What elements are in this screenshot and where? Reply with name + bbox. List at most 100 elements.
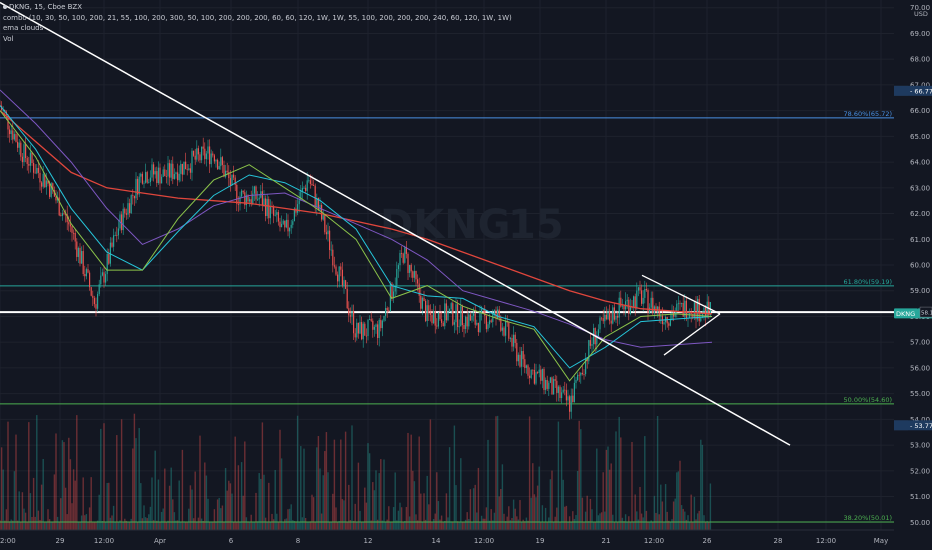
volume-bar	[709, 483, 712, 530]
candle-body	[293, 208, 295, 222]
volume-bar	[208, 521, 211, 530]
volume-bar	[482, 518, 484, 530]
volume-bar	[90, 477, 92, 530]
candle-body	[553, 379, 555, 395]
price-tick-label: 61.00	[910, 236, 930, 244]
candle-body	[124, 208, 126, 214]
volume-bar	[656, 415, 659, 530]
candle-body	[628, 299, 630, 314]
candle-body	[117, 228, 119, 236]
volume-bar	[32, 477, 35, 530]
candle-body	[228, 171, 230, 179]
candle-body	[380, 319, 382, 329]
candle-body	[162, 169, 164, 177]
price-tick-label: 63.00	[910, 184, 930, 192]
candle-body	[420, 295, 422, 309]
volume-bar	[274, 469, 276, 530]
volume-bar	[480, 515, 483, 530]
volume-bar	[568, 516, 571, 530]
candle-body	[87, 269, 89, 273]
time-tick-label: 21	[602, 537, 611, 545]
volume-bar	[368, 453, 371, 530]
volume-bar	[279, 429, 281, 530]
volume-bar	[407, 432, 409, 530]
candle-body	[370, 319, 372, 321]
volume-bar	[572, 511, 574, 530]
candle-body	[245, 195, 247, 206]
candle-body	[599, 317, 601, 330]
candle-body	[657, 306, 659, 312]
candle-body	[252, 193, 254, 204]
price-tick-label: 64.00	[910, 159, 930, 167]
candle-body	[165, 176, 167, 177]
candle-body	[682, 302, 684, 317]
trendlines[interactable]	[0, 1, 791, 446]
candle-body	[76, 241, 78, 257]
volume-bar	[156, 520, 158, 530]
candle-body	[89, 272, 91, 288]
volume-bar	[516, 516, 518, 530]
volume-bar	[701, 444, 704, 530]
legend-indicator-combo[interactable]: combo (10, 30, 50, 100, 200, 21, 55, 100…	[3, 13, 512, 22]
legend-indicator-vol[interactable]: Vol	[3, 34, 14, 43]
candle-body	[591, 344, 593, 346]
volume-bar	[301, 517, 304, 530]
candle-body	[20, 142, 22, 157]
volume-bar	[376, 519, 379, 530]
volume-bar	[535, 497, 537, 530]
legend-indicator-ema-clouds[interactable]: ema clouds	[3, 24, 44, 32]
volume-bar	[298, 521, 300, 530]
candle-body	[178, 173, 180, 181]
price-axis[interactable]: USD 50.00 51.00 52.00 53.00 54.00 55.00 56.00 57…	[910, 4, 930, 527]
volume-bar	[197, 517, 200, 530]
volume-bar	[316, 447, 318, 530]
volume-bar	[498, 496, 500, 530]
candle-body	[357, 322, 359, 334]
candle-body	[617, 315, 619, 318]
volume-bar	[136, 521, 139, 530]
candle-body	[565, 390, 567, 401]
candle-body	[137, 178, 139, 195]
candle-body	[189, 168, 191, 173]
candle-body	[71, 226, 73, 233]
candle-body	[655, 306, 657, 312]
candle-body	[85, 269, 87, 277]
candle-body	[140, 173, 142, 177]
volume-bar	[416, 520, 419, 530]
candle-body	[148, 182, 150, 183]
volume-bar	[570, 521, 572, 530]
candle-body	[277, 212, 279, 222]
candle-body	[9, 129, 11, 135]
volume-bar	[637, 519, 640, 530]
volume-bar	[39, 519, 41, 530]
volume-bar	[223, 521, 225, 530]
volume-bar	[509, 520, 512, 530]
volume-bar	[76, 415, 78, 530]
candle-body	[289, 227, 291, 232]
candle-body	[644, 288, 646, 298]
time-axis[interactable]: 2:00 29 12:00 Apr 6 8 12 14 12:00 19 21 12:00 26 28 12…	[0, 529, 894, 545]
volume-bar	[109, 517, 112, 530]
candle-body	[273, 206, 275, 216]
candle-body	[25, 144, 27, 159]
candle-body	[575, 379, 577, 383]
volume-bar	[575, 515, 577, 530]
volume-bar	[487, 439, 489, 530]
volume-bar	[88, 507, 91, 530]
price-tick-label: 68.00	[910, 56, 930, 64]
volume-bar	[176, 520, 179, 530]
time-tick-label: 12:00	[816, 537, 836, 545]
candle-body	[495, 310, 497, 319]
volume-bar	[437, 501, 440, 530]
candle-body	[197, 148, 199, 155]
price-tick-label: 69.00	[910, 30, 930, 38]
legend-symbol-line[interactable]: DKNG, 15, Cboe BZX	[3, 2, 512, 13]
volume-bar	[130, 518, 132, 530]
candle-body	[97, 294, 99, 309]
volume-bar	[87, 521, 89, 530]
volume-bar	[247, 521, 249, 530]
candle-body	[21, 156, 23, 163]
volume-bar	[591, 509, 593, 530]
volume-bar	[532, 463, 534, 530]
